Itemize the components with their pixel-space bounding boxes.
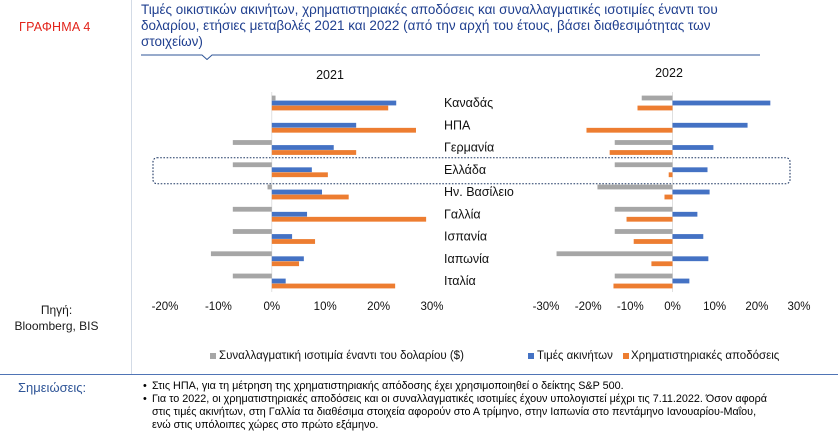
bar-2021-exchange-rate-row-3 bbox=[232, 140, 272, 145]
bar-2021-stock-returns-row-1 bbox=[271, 105, 389, 111]
x-tick-label-2022: -10% bbox=[617, 301, 644, 313]
bar-2021-house-prices-row-7 bbox=[271, 234, 293, 239]
x-tick-label-2022: 20% bbox=[745, 301, 768, 313]
bar-2022-exchange-rate-row-4 bbox=[614, 162, 673, 168]
panel-title-2021: 2021 bbox=[316, 68, 344, 82]
bar-2022-stock-returns-row-7 bbox=[633, 239, 673, 244]
column-divider bbox=[131, 0, 132, 374]
bar-2021-exchange-rate-row-4 bbox=[232, 162, 272, 168]
bar-2021-stock-returns-row-4 bbox=[271, 172, 328, 178]
x-tick-label-2022: 10% bbox=[703, 301, 726, 313]
legend-label-stock-returns: Χρηματιστηριακές αποδόσεις bbox=[631, 350, 780, 362]
bar-2021-stock-returns-row-6 bbox=[271, 216, 427, 222]
highlight-box bbox=[152, 157, 791, 185]
bar-2021-stock-returns-row-7 bbox=[271, 239, 316, 244]
figure-title: Τιμές οικιστικών ακινήτων, χρηματιστηρια… bbox=[141, 2, 718, 49]
source-label: Πηγή: bbox=[40, 303, 73, 317]
legend-swatch-exchange-rate bbox=[210, 353, 216, 359]
note-item: Για το 2022, οι χρηματιστηριακές αποδόσε… bbox=[143, 393, 835, 432]
bar-2021-stock-returns-row-9 bbox=[271, 283, 396, 289]
bar-2021-stock-returns-row-5 bbox=[271, 194, 349, 200]
bar-2022-exchange-rate-row-7 bbox=[614, 229, 673, 234]
bar-2021-exchange-rate-row-8 bbox=[210, 251, 272, 257]
bar-2021-exchange-rate-row-6 bbox=[232, 206, 272, 212]
bar-2022-stock-returns-row-3 bbox=[609, 150, 673, 155]
category-label-2: ΗΠΑ bbox=[444, 118, 471, 132]
category-label-7: Ισπανία bbox=[444, 230, 487, 244]
x-tick-label-2021: 0% bbox=[263, 301, 280, 313]
source-block: Πηγή: Bloomberg, BIS bbox=[0, 302, 113, 334]
category-label-6: Γαλλία bbox=[444, 207, 481, 221]
bar-2022-house-prices-row-3 bbox=[672, 145, 714, 150]
bar-2022-stock-returns-row-4 bbox=[668, 172, 673, 178]
bar-chart: 2021 -20% -10% 0% 10% 20% 30% 2022 -30% -20% -10% 0… bbox=[152, 66, 811, 362]
bar-2022-house-prices-row-2 bbox=[672, 122, 748, 128]
bar-2022-house-prices-row-9 bbox=[672, 278, 690, 284]
bar-2022-exchange-rate-row-6 bbox=[614, 206, 673, 212]
bar-2021-stock-returns-row-2 bbox=[271, 127, 416, 133]
source-value: Bloomberg, BIS bbox=[14, 319, 99, 333]
bar-2022-house-prices-row-8 bbox=[672, 256, 709, 262]
panel-title-2022: 2022 bbox=[655, 66, 683, 80]
bar-2022-exchange-rate-row-8 bbox=[556, 251, 673, 257]
notes-label: Σημειώσεις: bbox=[18, 380, 87, 395]
x-tick-label-2021: 10% bbox=[314, 301, 337, 313]
category-label-4: Ελλάδα bbox=[444, 163, 486, 177]
bar-2022-house-prices-row-5 bbox=[672, 189, 710, 195]
bar-2022-stock-returns-row-8 bbox=[651, 261, 673, 267]
note-item: Στις ΗΠΑ, για τη μέτρηση της χρηματιστηρ… bbox=[143, 380, 835, 393]
bar-2022-stock-returns-row-2 bbox=[586, 127, 673, 133]
bar-2021-house-prices-row-2 bbox=[271, 122, 357, 128]
bar-2021-house-prices-row-5 bbox=[271, 189, 322, 195]
legend-swatch-stock-returns bbox=[623, 353, 629, 359]
bar-2022-exchange-rate-row-3 bbox=[614, 140, 673, 145]
x-tick-label-2021: -10% bbox=[205, 301, 232, 313]
category-label-1: Καναδάς bbox=[444, 96, 493, 110]
bar-2022-house-prices-row-7 bbox=[672, 234, 704, 239]
bar-2022-exchange-rate-row-1 bbox=[641, 95, 673, 101]
bar-2021-house-prices-row-3 bbox=[271, 145, 334, 150]
bar-2021-house-prices-row-4 bbox=[271, 167, 312, 173]
category-label-3: Γερμανία bbox=[444, 141, 494, 155]
bar-2022-house-prices-row-4 bbox=[672, 167, 708, 173]
x-tick-label-2022: 0% bbox=[664, 301, 681, 313]
bar-2022-stock-returns-row-9 bbox=[613, 283, 673, 289]
bar-2021-exchange-rate-row-7 bbox=[232, 229, 272, 234]
bar-2022-stock-returns-row-1 bbox=[637, 105, 673, 111]
bar-2021-house-prices-row-1 bbox=[271, 100, 397, 106]
x-tick-label-2022: -20% bbox=[575, 301, 602, 313]
category-label-9: Ιταλία bbox=[444, 274, 476, 288]
x-tick-label-2021: 20% bbox=[367, 301, 390, 313]
figure-number-label: ΓΡΑΦΗΜΑ 4 bbox=[19, 20, 91, 34]
notes-list: Στις ΗΠΑ, για τη μέτρηση της χρηματιστηρ… bbox=[143, 380, 835, 432]
bar-2021-house-prices-row-9 bbox=[271, 278, 286, 284]
bar-2022-stock-returns-row-6 bbox=[626, 216, 673, 222]
category-label-8: Ιαπωνία bbox=[444, 252, 489, 266]
bar-2021-stock-returns-row-3 bbox=[271, 150, 357, 155]
legend-label-house-prices: Τιμές ακινήτων bbox=[537, 350, 613, 362]
bar-2022-house-prices-row-6 bbox=[672, 211, 698, 217]
bar-2022-stock-returns-row-5 bbox=[664, 194, 673, 200]
bar-2022-house-prices-row-1 bbox=[672, 100, 771, 106]
bar-2022-exchange-rate-row-5 bbox=[597, 184, 673, 190]
x-tick-label-2022: 30% bbox=[787, 301, 810, 313]
bar-2021-exchange-rate-row-5 bbox=[267, 184, 272, 190]
title-underline-callout bbox=[141, 54, 760, 60]
bar-2021-exchange-rate-row-1 bbox=[271, 95, 276, 101]
x-tick-label-2021: -20% bbox=[152, 301, 179, 313]
notes-divider bbox=[0, 374, 838, 375]
x-tick-label-2022: -30% bbox=[533, 301, 560, 313]
x-tick-label-2021: 30% bbox=[420, 301, 443, 313]
title-underline bbox=[141, 54, 760, 60]
bar-2021-house-prices-row-8 bbox=[271, 256, 304, 262]
bar-2021-house-prices-row-6 bbox=[271, 211, 308, 217]
bar-2021-exchange-rate-row-9 bbox=[232, 273, 272, 279]
bar-2022-exchange-rate-row-9 bbox=[614, 273, 673, 279]
legend-swatch-house-prices bbox=[528, 353, 534, 359]
bar-2021-stock-returns-row-8 bbox=[271, 261, 300, 267]
legend-label-exchange-rate: Συναλλαγματική ισοτιμία έναντι του δολαρ… bbox=[219, 350, 464, 362]
category-label-5: Ην. Βασίλειο bbox=[444, 185, 514, 199]
